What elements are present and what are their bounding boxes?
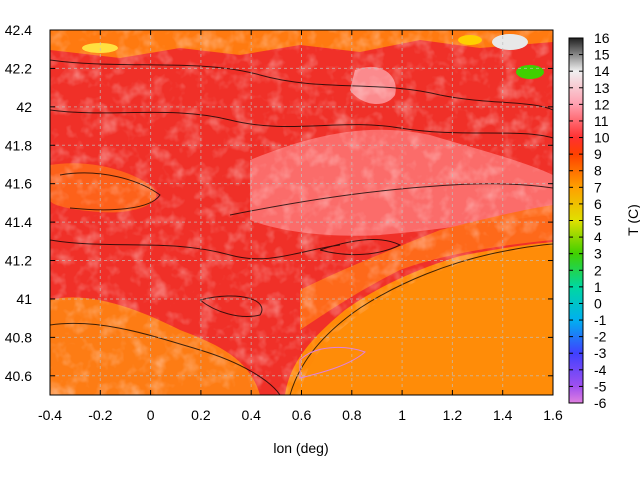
colorbar-tick-label: 6 [594, 196, 602, 212]
colorbar-tick-label: -1 [594, 312, 607, 328]
y-tick-label: 41.4 [5, 214, 32, 230]
x-tick-label: 1 [398, 407, 406, 423]
x-tick-label: 1.4 [493, 407, 513, 423]
y-tick-label: 40.6 [5, 368, 32, 384]
y-tick-label: 41.2 [5, 253, 32, 269]
y-tick-label: 41.6 [5, 176, 32, 192]
colorbar-tick-label: -2 [594, 329, 607, 345]
colorbar-tick-label: 12 [594, 96, 610, 112]
y-tick-label: 41.8 [5, 137, 32, 153]
x-tick-label: 0 [147, 407, 155, 423]
colorbar-tick-label: -6 [594, 395, 607, 411]
x-tick-label: -0.4 [38, 407, 62, 423]
y-axis: 40.6 40.8 41 41.2 41.4 41.6 41.8 42 42.2 42.4 [5, 22, 553, 384]
colorbar-tick-label: 4 [594, 229, 602, 245]
sea-region-smooth [300, 246, 553, 395]
yellow-patch-1 [458, 35, 482, 45]
colorbar-tick-label: -5 [594, 378, 607, 394]
grid-lines [50, 30, 553, 395]
colorbar-tick-label: 8 [594, 163, 602, 179]
colorbar-tick-label: 5 [594, 213, 602, 229]
cold-contour [299, 347, 366, 379]
colorbar-tick-label: 1 [594, 279, 602, 295]
y-tick-label: 41 [16, 291, 32, 307]
x-axis-label: lon (deg) [273, 440, 328, 456]
cold-peak-green [516, 65, 544, 79]
colorbar-tick-label: 3 [594, 246, 602, 262]
colorbar-tick-label: 13 [594, 80, 610, 96]
colorbar-tick-label: 16 [594, 30, 610, 46]
x-tick-label: 0.2 [191, 407, 211, 423]
y-tick-label: 42 [16, 99, 32, 115]
colorbar-tick-label: 0 [594, 295, 602, 311]
colorbar-tick-label: 14 [594, 63, 610, 79]
colorbar-tick-label: -4 [594, 362, 607, 378]
y-tick-label: 40.8 [5, 329, 32, 345]
colorbar-tick-label: 7 [594, 179, 602, 195]
colorbar-label: T (C) [625, 204, 640, 236]
colorbar-tick-label: -3 [594, 345, 607, 361]
colorbar-tick-label: 9 [594, 146, 602, 162]
x-tick-label: 1.6 [543, 407, 563, 423]
x-axis: -0.4 -0.2 0 0.2 0.4 0.6 0.8 1 1.2 1.4 1.6 [38, 30, 563, 423]
x-tick-label: -0.2 [88, 407, 112, 423]
colorbar-tick-label: 15 [594, 47, 610, 63]
colorbar-tick-label: 10 [594, 130, 610, 146]
x-tick-label: 0.6 [292, 407, 312, 423]
cold-peak-white [492, 34, 528, 50]
y-tick-label: 42.4 [5, 22, 32, 38]
colorbar-tick-label: 2 [594, 262, 602, 278]
x-tick-label: 0.8 [342, 407, 362, 423]
y-tick-label: 42.2 [5, 60, 32, 76]
colorbar-tick-label: 11 [594, 113, 609, 129]
x-tick-label: 1.2 [443, 407, 463, 423]
x-tick-label: 0.4 [241, 407, 261, 423]
contour-lines [50, 59, 553, 395]
